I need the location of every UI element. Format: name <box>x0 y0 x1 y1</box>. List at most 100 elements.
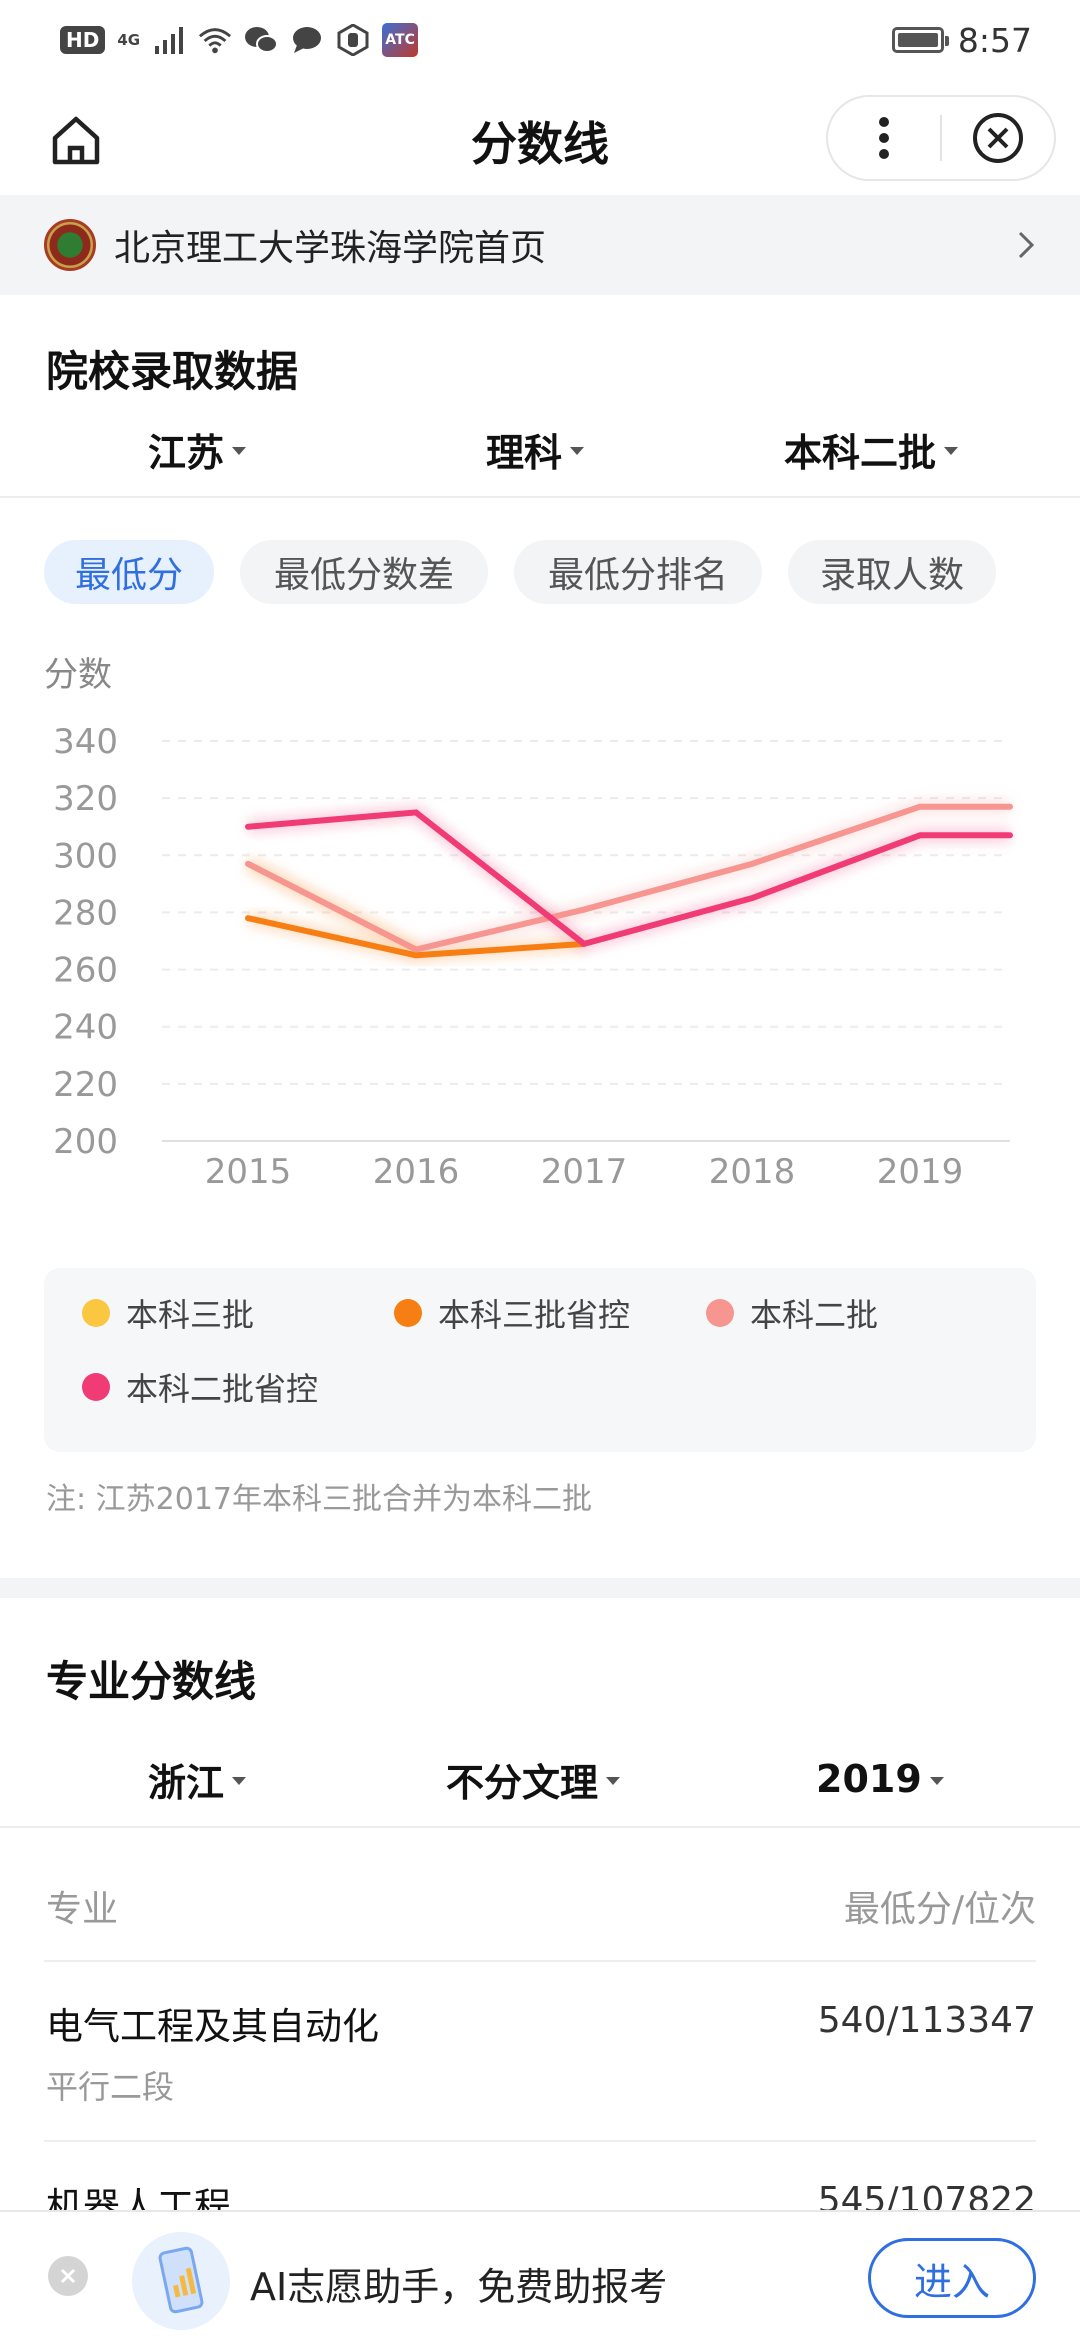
x-tick-label: 2016 <box>373 1152 460 1192</box>
section-gap <box>0 1578 1080 1598</box>
phone-chart-icon <box>158 2246 204 2314</box>
row-separator <box>44 1960 1036 1962</box>
dismiss-button[interactable] <box>48 2256 88 2296</box>
province-filter-label: 江苏 <box>148 430 225 475</box>
legend-dot <box>706 1299 734 1327</box>
legend-item: 本科二批 <box>706 1290 878 1336</box>
major-year-filter-label: 2019 <box>816 1757 922 1801</box>
caret-down-icon <box>606 1777 621 1785</box>
y-tick-label: 340 <box>53 722 118 762</box>
legend-dot <box>82 1373 110 1401</box>
status-icons: HD 4G ATC <box>60 23 419 57</box>
tab-lowest-score[interactable]: 最低分 <box>44 540 214 604</box>
chart-y-ticks: 340 320 300 280 260 240 220 200 <box>53 722 118 1162</box>
admission-section-title: 院校录取数据 <box>46 347 299 396</box>
chart-note: 注: 江苏2017年本科三批合并为本科二批 <box>46 1482 592 1517</box>
hd-badge: HD <box>60 26 106 54</box>
home-button[interactable] <box>44 108 108 172</box>
ai-assistant-bar: AI志愿助手，免费助报考 进入 <box>0 2210 1080 2340</box>
x-tick-label: 2017 <box>541 1152 628 1192</box>
major-score-rank: 540/113347 <box>817 2000 1036 2041</box>
batch-filter-label: 本科二批 <box>784 430 937 475</box>
miniprogram-capsule <box>826 95 1056 181</box>
wifi-icon <box>198 23 232 57</box>
message-icon <box>290 23 324 57</box>
legend-label: 本科三批 <box>126 1296 255 1334</box>
network-label: 4G <box>117 30 141 49</box>
tab-score-rank[interactable]: 最低分排名 <box>514 540 762 604</box>
tab-enrollment-count[interactable]: 录取人数 <box>788 540 996 604</box>
caret-down-icon <box>944 447 959 455</box>
more-button[interactable] <box>828 97 940 179</box>
divider <box>0 1826 1080 1828</box>
assistant-promo-text: AI志愿助手，免费助报考 <box>250 2265 668 2309</box>
legend-label: 本科三批省控 <box>438 1296 631 1334</box>
hand-icon <box>336 23 370 57</box>
home-icon <box>52 116 100 165</box>
major-batch: 平行二段 <box>46 2068 175 2106</box>
row-separator <box>44 2140 1036 2142</box>
y-tick-label: 300 <box>53 836 118 876</box>
legend-item: 本科三批 <box>82 1290 254 1336</box>
school-name: 北京理工大学珠海学院首页 <box>114 228 547 269</box>
y-tick-label: 200 <box>53 1122 118 1162</box>
x-tick-label: 2019 <box>877 1152 964 1192</box>
major-province-filter-label: 浙江 <box>148 1760 225 1805</box>
y-tick-label: 220 <box>53 1065 118 1105</box>
status-right: 8:57 <box>891 20 1032 60</box>
network-type: 4G <box>117 30 141 49</box>
x-tick-label: 2015 <box>205 1152 292 1192</box>
legend-dot <box>82 1299 110 1327</box>
series-line-3 <box>245 803 1013 953</box>
legend-item: 本科三批省控 <box>394 1290 630 1336</box>
major-scores-section-title: 专业分数线 <box>46 1657 257 1706</box>
enter-button[interactable]: 进入 <box>868 2238 1036 2318</box>
signal-icon <box>152 23 186 57</box>
school-homepage-link[interactable]: 北京理工大学珠海学院首页 <box>0 195 1080 295</box>
series-line-2 <box>245 915 587 959</box>
app-notification-icon: ATC <box>382 23 419 57</box>
school-logo <box>44 219 96 271</box>
chevron-right-icon <box>1018 231 1035 259</box>
major-filters: 浙江 不分文理 2019 <box>0 1744 1080 1814</box>
capsule-divider <box>940 115 942 161</box>
close-button[interactable] <box>942 97 1054 179</box>
more-icon <box>879 117 889 159</box>
close-icon <box>60 2268 76 2284</box>
legend-dot <box>394 1299 422 1327</box>
status-bar: HD 4G ATC 8:57 <box>0 0 1080 80</box>
y-tick-label: 240 <box>53 1008 118 1048</box>
legend-item: 本科二批省控 <box>82 1364 318 1410</box>
tab-score-difference[interactable]: 最低分数差 <box>240 540 488 604</box>
divider <box>0 496 1080 498</box>
table-header-score: 最低分/位次 <box>843 1889 1036 1930</box>
x-tick-label: 2018 <box>709 1152 796 1192</box>
chart-x-ticks: 2015 2016 2017 2018 2019 <box>205 1152 964 1192</box>
chart-y-axis-label: 分数 <box>44 655 112 695</box>
caret-down-icon <box>232 447 247 455</box>
series-line-4 <box>245 809 1013 947</box>
close-icon <box>973 113 1023 163</box>
battery-icon <box>891 27 949 53</box>
title-bar: 分数线 <box>0 80 1080 195</box>
legend-label: 本科二批省控 <box>126 1370 319 1408</box>
y-tick-label: 280 <box>53 893 118 933</box>
major-subject-filter-label: 不分文理 <box>446 1760 599 1805</box>
battery-level <box>897 33 938 47</box>
major-year-filter[interactable]: 2019 <box>816 1744 944 1814</box>
assistant-avatar <box>132 2232 230 2330</box>
major-subject-filter[interactable]: 不分文理 <box>446 1744 621 1814</box>
chart-series-lines <box>245 803 1013 959</box>
chart-legend: 本科三批 本科三批省控 本科二批 本科二批省控 <box>44 1268 1036 1452</box>
caret-down-icon <box>929 1777 944 1785</box>
province-filter[interactable]: 江苏 <box>148 414 247 484</box>
major-name: 电气工程及其自动化 <box>46 2005 379 2048</box>
major-province-filter[interactable]: 浙江 <box>148 1744 247 1814</box>
subject-filter[interactable]: 理科 <box>486 414 585 484</box>
admission-filters: 江苏 理科 本科二批 <box>0 414 1080 484</box>
table-header-major: 专业 <box>46 1889 119 1930</box>
legend-label: 本科二批 <box>750 1296 879 1334</box>
clock: 8:57 <box>957 20 1032 60</box>
batch-filter[interactable]: 本科二批 <box>784 414 959 484</box>
